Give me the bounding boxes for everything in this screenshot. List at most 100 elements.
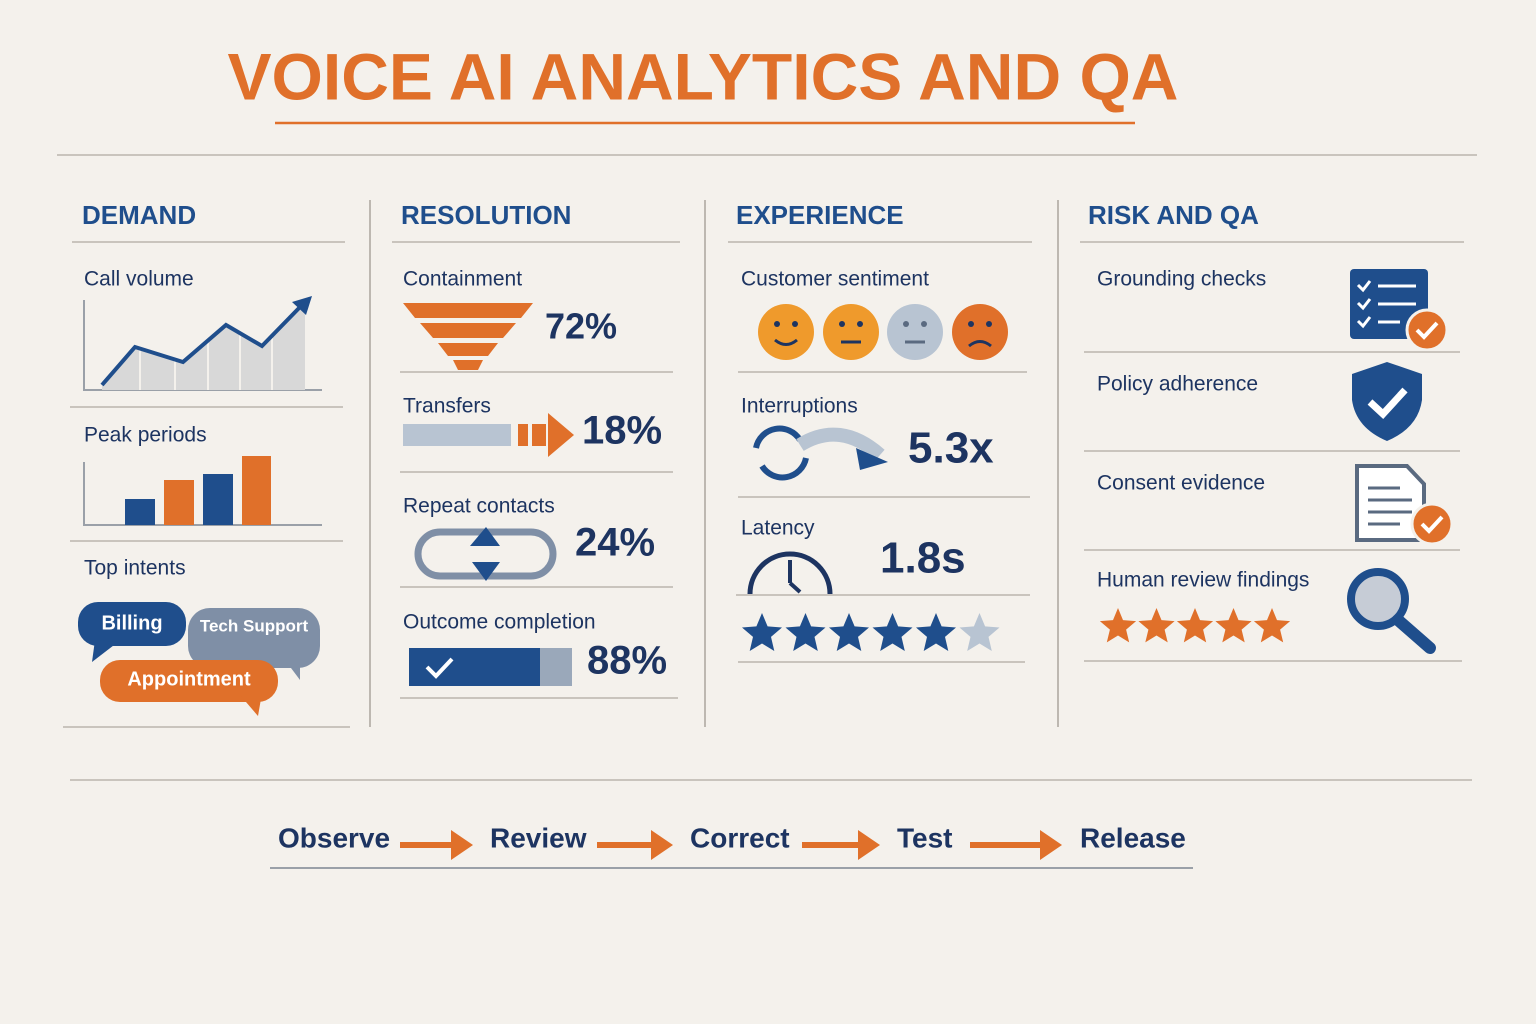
item-label: Transfers [403,395,491,418]
intent-bubbles-part [285,655,300,680]
intent-bubbles-part [92,640,118,662]
document-icon-part [1368,486,1412,526]
sentiment-faces-part [887,304,943,360]
flow-arrowhead [1040,830,1062,860]
magnifier-icon [1347,568,1436,654]
funnel-icon [403,303,533,370]
sentiment-faces [758,304,1008,360]
flow-step: Review [490,822,587,853]
checklist-icon-part-part [1356,280,1372,293]
transfer-icon-part [532,424,546,446]
interruption-icon-part [753,425,803,449]
repeat-icon-part [472,562,500,581]
star [742,613,782,651]
flow-arrowhead [651,830,673,860]
bar-chart-icon [83,456,322,526]
sentiment-faces-part [903,321,909,327]
intent-bubbles: Billing Tech Support Appointment [78,602,320,716]
flow-step: Test [897,822,953,853]
sentiment-faces-part [921,321,927,327]
item-label: Outcome completion [403,611,596,634]
intent-bubbles-part [100,660,278,702]
interruption-icon-part [856,448,888,470]
title: VOICE AI ANALYTICS AND QA [228,39,1179,113]
star [959,613,1000,651]
repeat-icon-part [470,527,500,546]
completion-bar-part [409,648,540,686]
flow-arrowhead [858,830,880,860]
sentiment-faces-part [968,340,992,348]
star [1215,608,1252,643]
item-label: Interruptions [741,395,858,418]
item-label: Customer sentiment [741,268,929,291]
section-heading: DEMAND [82,200,196,230]
metric-value: 24% [575,521,655,565]
item-label: Repeat contacts [403,495,555,518]
document-icon-part [1420,515,1444,534]
funnel-icon-part [438,343,498,356]
star [829,613,869,651]
process-flow: Observe Review Correct Test Release [278,822,1186,860]
item-label: Call volume [84,268,194,291]
sentiment-faces-part [839,321,845,327]
metric-value: 18% [582,409,662,453]
bar-chart-icon-part [125,499,155,525]
sentiment-faces-part [857,321,863,327]
flow-step: Correct [690,822,790,853]
checklist-icon-part-part [1356,298,1372,311]
item-label: Human review findings [1097,569,1309,592]
flow-step: Observe [278,822,390,853]
metric-value: 72% [545,306,617,347]
document-icon [1355,464,1454,546]
document-icon-part [1410,502,1454,546]
review-stars [1099,608,1291,643]
item-label: Consent evidence [1097,472,1265,495]
checklist-icon [1350,269,1449,352]
clock-icon [747,551,833,595]
flow-step: Release [1080,822,1186,853]
transfer-icon-part [403,424,511,446]
item-label: Policy adherence [1097,373,1258,396]
star [872,613,913,651]
checklist-icon-part [1356,280,1416,329]
star [1253,608,1291,643]
sentiment-faces-part [968,321,974,327]
completion-bar [409,648,572,686]
line-chart-icon-part [100,303,304,387]
section-heading: RESOLUTION [401,200,571,230]
section-heading: EXPERIENCE [736,200,904,230]
metric-value: 5.3x [908,424,994,473]
divider [788,581,802,594]
funnel-icon-part [403,303,533,318]
intent-tag: Tech Support [200,616,309,635]
intent-tag: Appointment [127,668,251,690]
magnifier-icon-part [1347,568,1409,630]
item-label: Grounding checks [1097,268,1266,291]
funnel-icon-part [453,360,483,370]
item-label: Peak periods [84,424,207,447]
shield-icon [1352,362,1422,441]
metric-value: 88% [587,639,667,683]
star [1099,608,1137,643]
checklist-icon-part [1415,321,1439,340]
sentiment-faces-part [758,304,814,360]
metric-value: 1.8s [880,534,966,583]
checklist-icon-part-part [1356,316,1372,329]
intent-bubbles-part [240,693,262,716]
line-chart-icon [83,296,322,391]
bar-chart-icon-part [203,474,233,525]
resolution-column: RESOLUTION Containment 72% Transfers 18%… [392,200,680,699]
experience-column: EXPERIENCE Customer sentiment Interrupti… [728,200,1032,663]
rating-stars [742,613,1000,651]
demand-column: DEMAND Call volume Peak periods Top inte… [63,200,350,728]
completion-bar-part [425,657,454,679]
column-dividers [369,200,1059,727]
line-chart-icon-part [102,305,305,390]
star [785,613,826,651]
risk-column: RISK AND QA Grounding checks Policy adhe… [1080,200,1464,662]
shield-icon-part [1352,362,1422,441]
transfer-icon-part [518,424,528,446]
interruption-icon-part [796,427,885,461]
sentiment-faces-part [774,338,798,346]
transfer-icon [403,413,574,457]
